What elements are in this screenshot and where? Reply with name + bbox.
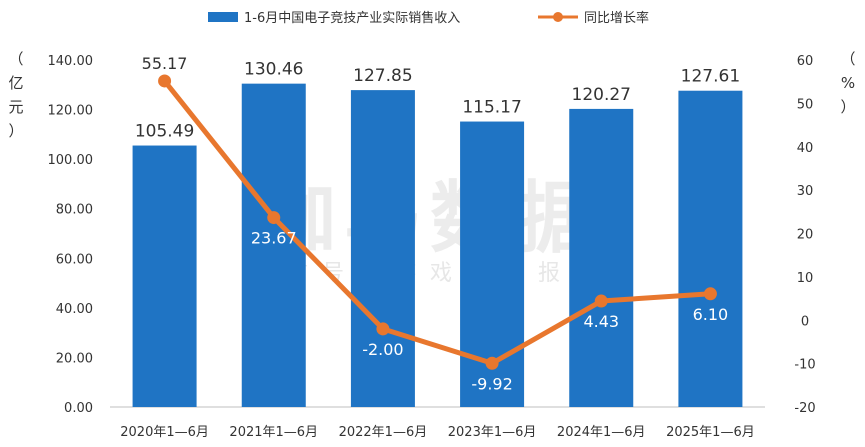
growth-value-label: 6.10 bbox=[693, 305, 729, 324]
x-tick-label: 2020年1—6月 bbox=[120, 425, 209, 440]
growth-value-label: 55.17 bbox=[142, 54, 188, 73]
growth-line bbox=[158, 74, 717, 370]
bar-value-label: 120.27 bbox=[572, 85, 631, 105]
legend-line-marker bbox=[553, 12, 563, 22]
y-right-tick-label: -10 bbox=[794, 358, 815, 373]
legend-bar-label: 1-6月中国电子竞技产业实际销售收入 bbox=[244, 10, 460, 26]
y-right-tick-label: 30 bbox=[797, 184, 814, 199]
watermark-sub: 微信号：游戏产业报告 bbox=[250, 261, 610, 286]
data-labels: 105.49 130.46 127.85 115.17 120.27 127.61 55.1… bbox=[135, 54, 740, 393]
bar bbox=[350, 90, 415, 408]
y-left-tick-label: 140.00 bbox=[48, 54, 94, 69]
legend: 1-6月中国电子竞技产业实际销售收入 同比增长率 bbox=[208, 10, 649, 26]
x-tick-label: 2025年1—6月 bbox=[666, 425, 755, 440]
y-right-tick-label: 0 bbox=[801, 314, 809, 329]
y-left-title-char: ） bbox=[8, 122, 23, 140]
bar bbox=[241, 83, 306, 407]
x-tick-label: 2022年1—6月 bbox=[339, 425, 428, 440]
y-right-tick-label: 40 bbox=[797, 141, 814, 156]
growth-point bbox=[267, 211, 281, 225]
y-axis-left-title: （ 亿元 ） bbox=[8, 50, 23, 140]
bar bbox=[678, 90, 743, 407]
growth-value-label: -9.92 bbox=[471, 374, 512, 393]
y-left-title-char: 亿 bbox=[8, 74, 23, 92]
bar-value-label: 127.61 bbox=[681, 67, 740, 87]
y-right-tick-label: 20 bbox=[797, 228, 814, 243]
y-right-tick-label: 60 bbox=[797, 54, 814, 69]
bar-value-label: 105.49 bbox=[135, 122, 194, 142]
y-left-tick-label: 40.00 bbox=[56, 302, 93, 317]
y-left-tick-label: 120.00 bbox=[48, 104, 94, 119]
legend-line-label: 同比增长率 bbox=[584, 10, 649, 26]
growth-value-label: -2.00 bbox=[362, 340, 403, 359]
y-left-tick-label: 0.00 bbox=[64, 401, 93, 416]
y-left-tick-label: 20.00 bbox=[56, 351, 93, 366]
x-tick-label: 2024年1—6月 bbox=[557, 425, 646, 440]
y-left-tick-label: 60.00 bbox=[56, 252, 93, 267]
bars bbox=[132, 83, 743, 408]
y-right-tick-label: 50 bbox=[797, 97, 814, 112]
growth-point bbox=[703, 287, 717, 301]
growth-point bbox=[158, 74, 172, 88]
y-left-title-char: 元 bbox=[8, 98, 23, 116]
bar-value-label: 115.17 bbox=[462, 98, 521, 118]
growth-point bbox=[594, 294, 608, 308]
x-tick-label: 2023年1—6月 bbox=[448, 425, 537, 440]
bar-value-label: 127.85 bbox=[353, 66, 412, 86]
axes: 0.00 20.00 40.00 60.00 80.00 100.00 120.00 140.… bbox=[48, 54, 816, 440]
growth-point bbox=[485, 356, 499, 370]
growth-value-label: 4.43 bbox=[583, 312, 619, 331]
watermark: 伽马数据 微信号：游戏产业报告 bbox=[250, 174, 610, 286]
y-left-tick-label: 80.00 bbox=[56, 203, 93, 218]
bar-value-label: 130.46 bbox=[244, 60, 303, 80]
y-left-tick-label: 100.00 bbox=[48, 153, 94, 168]
y-axis-right-title: （% ） bbox=[840, 50, 855, 116]
legend-bar-swatch bbox=[208, 12, 238, 22]
growth-point bbox=[376, 322, 390, 336]
growth-line-path bbox=[162, 79, 711, 366]
y-right-tick-label: 10 bbox=[797, 271, 814, 286]
y-right-tick-label: -20 bbox=[794, 401, 815, 416]
y-right-title-char: % bbox=[841, 74, 855, 92]
watermark-main: 伽马数据 bbox=[258, 174, 602, 264]
y-right-title-char: （ bbox=[840, 50, 855, 68]
bar bbox=[569, 108, 634, 407]
bar bbox=[132, 145, 197, 407]
y-right-title-char: ） bbox=[840, 98, 855, 116]
growth-value-label: 23.67 bbox=[251, 229, 297, 248]
y-left-title-char: （ bbox=[8, 50, 23, 68]
x-tick-label: 2021年1—6月 bbox=[229, 425, 318, 440]
